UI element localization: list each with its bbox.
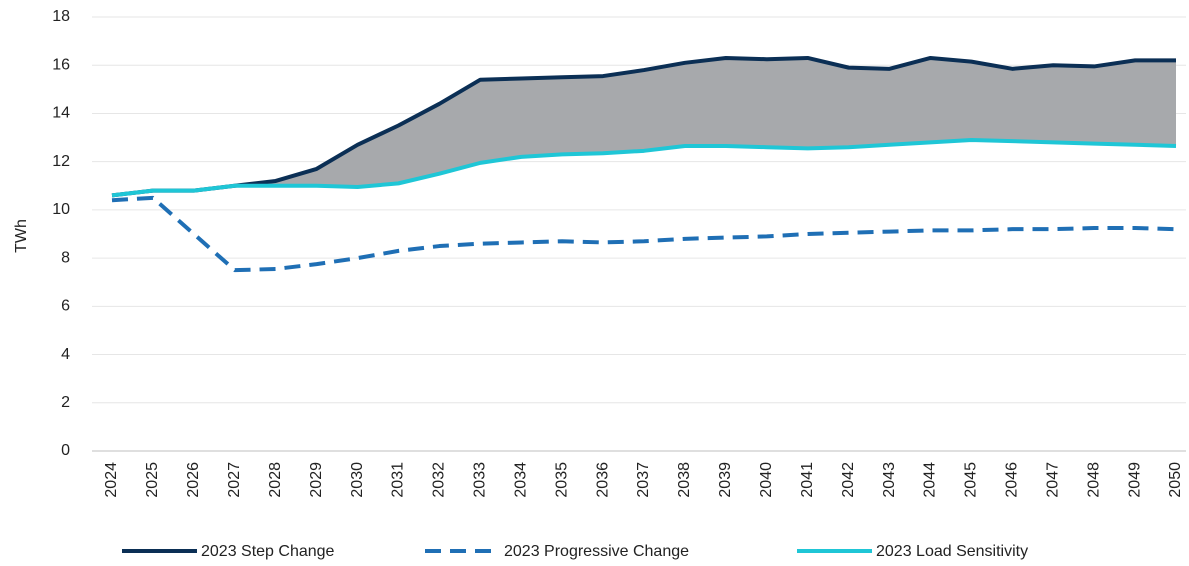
x-tick-label: 2047 (1044, 462, 1061, 498)
y-tick-label: 6 (61, 298, 70, 315)
y-tick-label: 14 (52, 105, 70, 122)
x-tick-label: 2029 (308, 462, 325, 498)
x-tick-label: 2037 (635, 462, 652, 498)
y-tick-label: 2 (61, 394, 70, 411)
legend-label: 2023 Progressive Change (504, 543, 689, 560)
x-tick-label: 2025 (144, 462, 161, 498)
y-tick-label: 16 (52, 56, 70, 73)
legend-label: 2023 Step Change (201, 543, 335, 560)
x-tick-label: 2028 (267, 462, 284, 498)
legend-label: 2023 Load Sensitivity (876, 543, 1028, 560)
x-tick-label: 2042 (840, 462, 857, 498)
x-tick-label: 2033 (472, 462, 489, 498)
x-tick-label: 2026 (185, 462, 202, 498)
x-tick-label: 2024 (103, 462, 120, 498)
x-tick-label: 2031 (390, 462, 407, 498)
series-line (111, 55, 1176, 198)
x-tick-label: 2032 (431, 462, 448, 498)
y-tick-label: 12 (52, 153, 70, 170)
y-tick-label: 4 (61, 346, 70, 363)
y-tick-label: 0 (61, 442, 70, 459)
x-tick-label: 2044 (922, 462, 939, 498)
x-tick-label: 2036 (594, 462, 611, 498)
x-tick-label: 2027 (226, 462, 243, 498)
x-tick-label: 2034 (512, 462, 529, 498)
x-tick-label: 2050 (1167, 462, 1184, 498)
x-tick-label: 2040 (758, 462, 775, 498)
y-tick-label: 8 (61, 249, 70, 266)
x-tick-label: 2035 (553, 462, 570, 498)
x-tick-label: 2041 (799, 462, 816, 498)
x-tick-label: 2043 (881, 462, 898, 498)
x-tick-label: 2030 (349, 462, 366, 498)
x-tick-label: 2046 (1004, 462, 1021, 498)
range-band (112, 57, 1176, 196)
x-tick-label: 2049 (1126, 462, 1143, 498)
x-tick-label: 2039 (717, 462, 734, 498)
x-tick-label: 2038 (676, 462, 693, 498)
series-line (111, 137, 1177, 198)
y-axis-title: TWh (13, 219, 30, 253)
y-tick-label: 10 (52, 201, 70, 218)
x-tick-label: 2045 (963, 462, 980, 498)
x-tick-label: 2048 (1085, 462, 1102, 498)
y-tick-label: 18 (52, 8, 70, 25)
series-line (111, 195, 1177, 273)
